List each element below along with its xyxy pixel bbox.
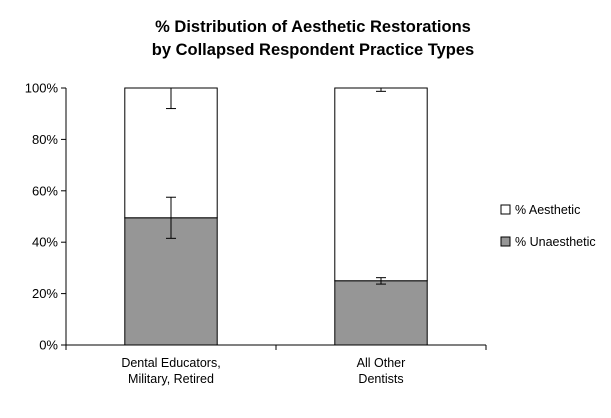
x-category-label: Dentists xyxy=(358,372,403,386)
bars xyxy=(124,87,428,346)
error-bar-1-1 xyxy=(376,87,386,92)
legend-label: % Unaesthetic xyxy=(515,235,596,249)
bar-aesthetic-0 xyxy=(124,87,218,219)
legend-label: % Aesthetic xyxy=(515,203,580,217)
x-category-label: Military, Retired xyxy=(128,372,214,386)
y-tick-label: 100% xyxy=(25,81,59,96)
legend-item: % Unaesthetic xyxy=(500,235,596,249)
y-tick-label: 20% xyxy=(32,286,58,301)
y-tick-label: 60% xyxy=(32,183,58,198)
axes: 0% 20% 40% 60% 80% 100% Dental Educators, Milit… xyxy=(25,81,487,386)
bar-aesthetic-1 xyxy=(334,87,428,282)
y-tick-label: 0% xyxy=(39,338,58,353)
chart-title: % Distribution of Aesthetic Restorations… xyxy=(152,18,474,59)
legend-swatch xyxy=(500,204,511,215)
legend: % Aesthetic % Unaesthetic xyxy=(500,203,596,249)
error-bar-0-0 xyxy=(166,196,176,239)
error-bars xyxy=(166,87,386,285)
x-category-label: Dental Educators, xyxy=(121,356,220,370)
legend-swatch xyxy=(500,236,511,247)
legend-item: % Aesthetic xyxy=(500,203,580,217)
bar-unaesthetic-1 xyxy=(334,280,428,346)
y-tick-label: 80% xyxy=(32,132,58,147)
y-tick-label: 40% xyxy=(32,235,58,250)
bar-unaesthetic-0 xyxy=(124,217,218,346)
x-category-label: All Other xyxy=(357,356,406,370)
error-bar-0-1 xyxy=(376,277,386,285)
chart-title-line-1: % Distribution of Aesthetic Restorations xyxy=(155,18,471,36)
error-bar-1-0 xyxy=(166,87,176,110)
chart-title-line-2: by Collapsed Respondent Practice Types xyxy=(152,41,474,59)
